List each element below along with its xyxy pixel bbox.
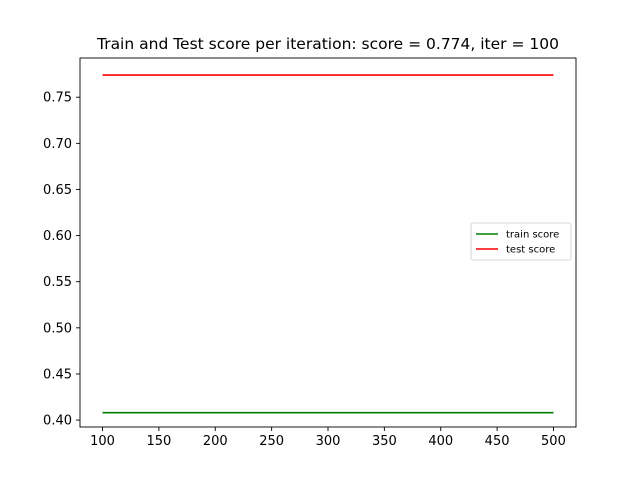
x-tick-label-450: 450 [485,434,510,449]
x-tick-label-200: 200 [203,434,228,449]
y-tick-label-0.60: 0.60 [43,229,72,244]
chart-title: Train and Test score per iteration: scor… [96,35,559,53]
y-tick-label-0.40: 0.40 [43,414,72,429]
y-tick-label-0.55: 0.55 [43,275,72,290]
y-tick-label-0.50: 0.50 [43,321,72,336]
legend-box [470,222,572,261]
x-tick-label-350: 350 [372,434,397,449]
x-tick-label-100: 100 [90,434,115,449]
x-tick-label-300: 300 [316,434,341,449]
legend-label-test-score: test score [506,245,555,256]
axes-frame [79,57,577,428]
y-tick-label-0.70: 0.70 [43,137,72,152]
y-tick-label-0.65: 0.65 [43,183,72,198]
y-tick-label-0.45: 0.45 [43,367,72,382]
x-tick-label-150: 150 [146,434,171,449]
x-tick-label-500: 500 [541,434,566,449]
y-tick-label-0.75: 0.75 [43,91,72,106]
plot-area: 100 150 200 250 300 350 400 450 500 0.40 0.45 0.50 0… [43,57,577,449]
x-tick-label-250: 250 [259,434,284,449]
x-tick-label-400: 400 [428,434,453,449]
legend-label-train-score: train score [506,230,559,241]
